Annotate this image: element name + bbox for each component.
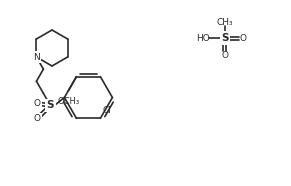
Text: Cl: Cl <box>102 106 111 115</box>
Text: O: O <box>34 99 41 108</box>
Text: S: S <box>47 100 54 110</box>
Text: HO: HO <box>196 33 210 42</box>
Text: N: N <box>33 52 40 62</box>
Text: O: O <box>34 114 41 123</box>
Text: OCH₃: OCH₃ <box>57 97 79 106</box>
Text: O: O <box>221 51 228 60</box>
Text: CH₃: CH₃ <box>217 17 233 26</box>
Text: O: O <box>239 33 246 42</box>
Text: S: S <box>221 33 229 43</box>
